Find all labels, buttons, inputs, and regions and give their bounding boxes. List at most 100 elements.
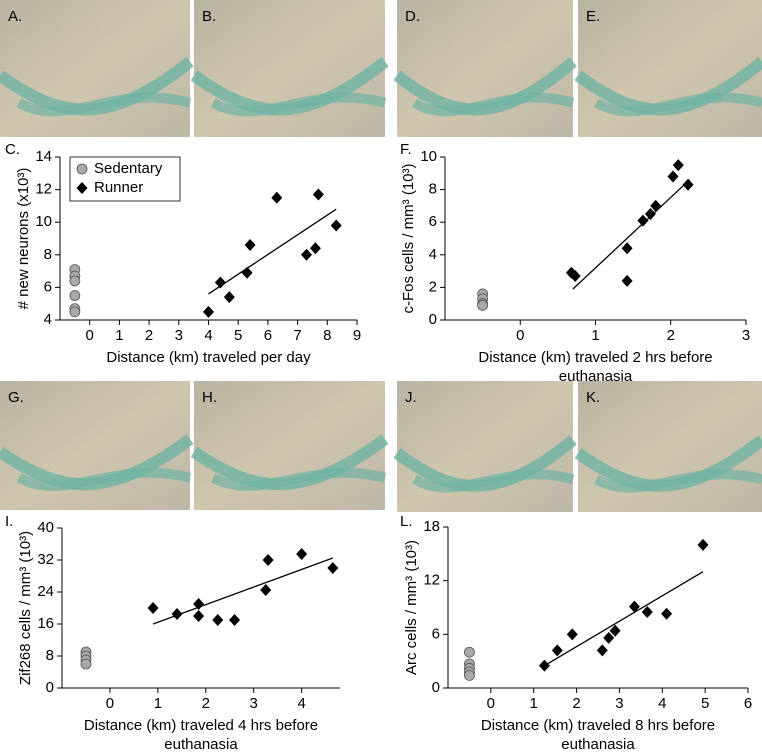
y-tick-label: 14 [35, 148, 52, 165]
point [69, 275, 81, 287]
micrograph [397, 381, 573, 512]
point [229, 614, 241, 626]
y-tick-label: 10 [35, 213, 52, 230]
point [641, 605, 653, 618]
point [244, 239, 256, 252]
point [69, 290, 81, 301]
x-axis-label: Distance (km) traveled 2 hrs before [478, 349, 712, 366]
point [566, 628, 578, 641]
x-tick-label: 0 [106, 695, 114, 712]
micrograph [397, 0, 573, 137]
point [650, 199, 662, 212]
point [203, 305, 214, 318]
legend-marker [76, 182, 88, 194]
x-axis-label: Distance (km) traveled 8 hrs before [481, 717, 715, 734]
point [296, 548, 308, 560]
x-tick-label: 8 [323, 327, 331, 344]
point [212, 614, 224, 626]
x-tick-label: 4 [658, 695, 666, 712]
panel-label: L. [400, 513, 413, 530]
point [682, 178, 694, 191]
y-tick-label: 10 [420, 148, 437, 165]
x-tick-label: 5 [701, 695, 709, 712]
point [223, 291, 235, 304]
y-tick-label: 8 [46, 647, 54, 664]
y-tick-label: 24 [37, 583, 54, 600]
x-tick-label: 6 [744, 695, 752, 712]
micrograph [0, 0, 190, 137]
y-tick-label: 8 [44, 246, 52, 263]
point [327, 562, 339, 574]
y-tick-label: 4 [429, 246, 437, 263]
x-tick-label: 3 [615, 695, 623, 712]
cell-layer [210, 467, 387, 491]
point [262, 554, 274, 566]
x-tick-label: 0 [86, 327, 94, 344]
cell-layer [593, 469, 762, 493]
point [80, 658, 92, 670]
point [596, 644, 608, 657]
y-tick-label: 2 [429, 278, 437, 295]
x-tick-label: 3 [175, 327, 183, 344]
point [644, 208, 656, 221]
point [241, 266, 253, 279]
panel-label: J. [405, 389, 417, 406]
x-tick-label: 2 [145, 327, 153, 344]
y-tick-label: 0 [429, 311, 437, 328]
y-axis-label: Zif268 cells / mm³ (10³) [17, 531, 34, 685]
x-tick-label: 3 [250, 695, 258, 712]
y-tick-label: 0 [432, 679, 440, 696]
panel-label: K. [586, 389, 600, 406]
point [628, 600, 640, 613]
point [214, 276, 226, 289]
cell-layer [593, 92, 762, 117]
micrograph [194, 381, 385, 510]
trendline [152, 557, 334, 625]
point [609, 624, 621, 637]
panel-label: E. [586, 8, 600, 25]
legend-box [69, 156, 181, 202]
panel-label: F. [400, 141, 412, 158]
x-tick-label: 0 [516, 327, 524, 344]
trendline [544, 571, 704, 667]
y-tick-label: 4 [44, 311, 52, 328]
point [661, 607, 673, 620]
point [309, 242, 321, 255]
panel-label: H. [202, 389, 217, 406]
legend-label: Sedentary [94, 160, 163, 177]
x-tick-label: 9 [353, 327, 361, 344]
point [147, 602, 159, 614]
x-tick-label: 3 [742, 327, 750, 344]
legend-label: Runner [94, 179, 143, 196]
point [672, 159, 684, 172]
y-axis-label: c-Fos cells / mm³ (10³) [400, 163, 417, 313]
point [69, 306, 81, 318]
point [603, 631, 615, 644]
panel-label: C. [5, 141, 20, 158]
micrograph [194, 0, 385, 137]
x-tick-label: 1 [154, 695, 162, 712]
trendline [208, 208, 337, 295]
micrograph [578, 381, 762, 512]
panel-label: I. [5, 513, 13, 530]
point [551, 644, 563, 657]
point [312, 188, 324, 201]
x-tick-label: 2 [572, 695, 580, 712]
point [330, 219, 342, 232]
y-axis-label: Arc cells / mm³ (10³) [403, 540, 420, 675]
y-tick-label: 12 [35, 181, 52, 198]
cell-layer [412, 469, 575, 493]
y-tick-label: 0 [46, 679, 54, 696]
point [464, 646, 475, 658]
x-axis-label: Distance (km) traveled 4 hrs before [84, 717, 318, 734]
x-axis-label: euthanasia [559, 368, 633, 385]
x-tick-label: 6 [264, 327, 272, 344]
point [193, 610, 205, 622]
trendline [572, 179, 691, 290]
x-tick-label: 7 [293, 327, 301, 344]
x-tick-label: 1 [591, 327, 599, 344]
cell-layer [16, 92, 192, 117]
point [477, 299, 489, 311]
cell-layer [16, 467, 192, 491]
